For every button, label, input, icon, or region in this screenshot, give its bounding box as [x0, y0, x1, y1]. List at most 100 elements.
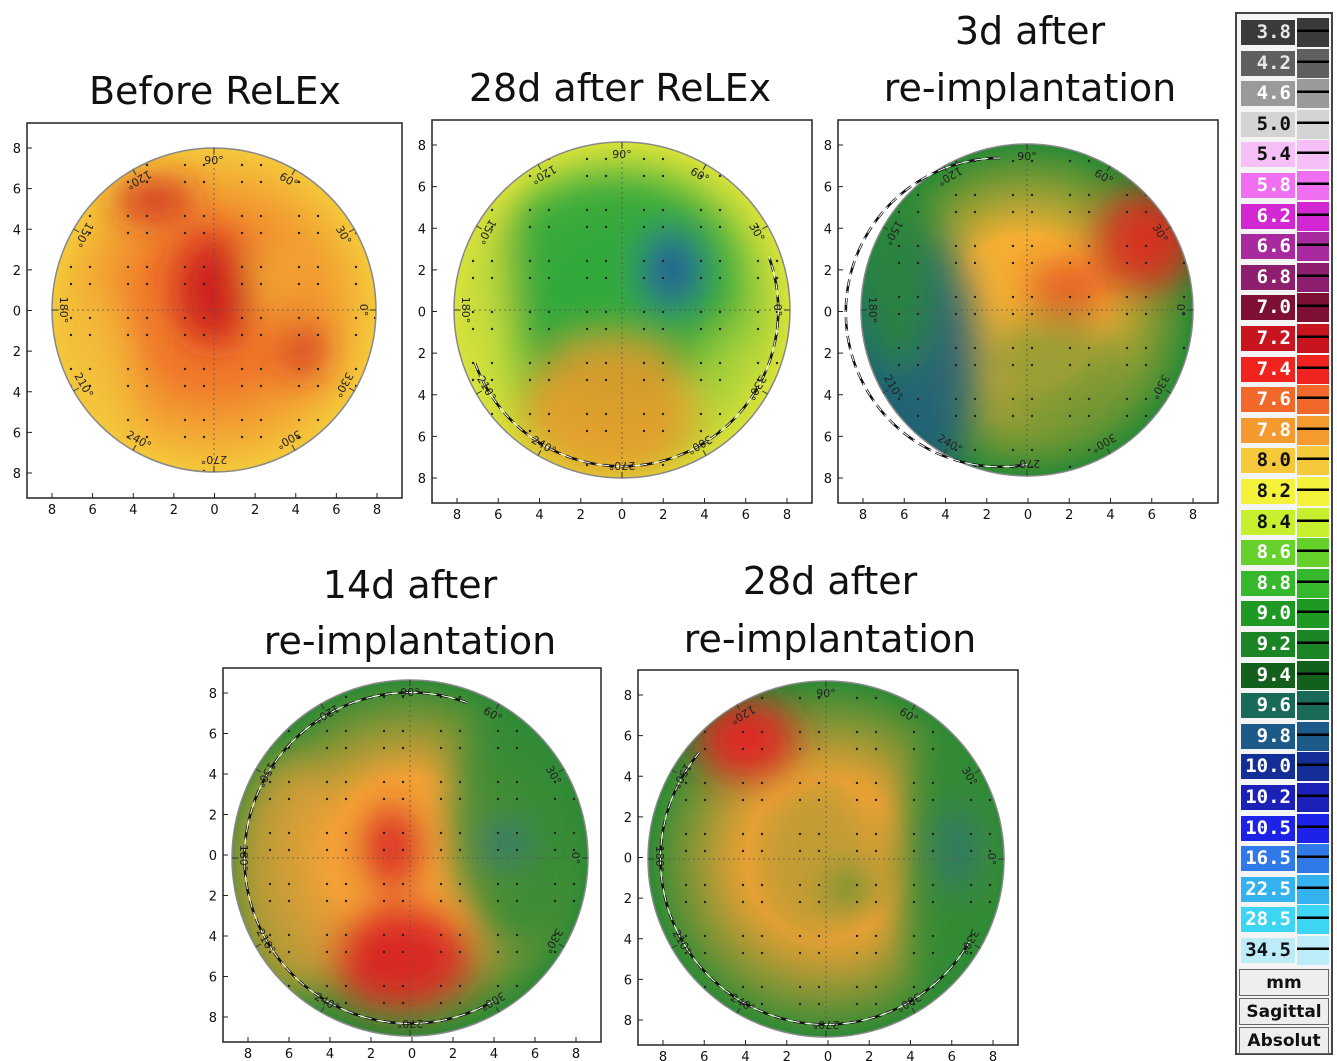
sample-dot: [528, 259, 532, 263]
sample-dot: [1182, 346, 1186, 350]
sample-dot: [916, 295, 920, 299]
sample-dot: [973, 414, 977, 418]
sample-dot: [287, 984, 291, 988]
sample-dot: [642, 327, 646, 331]
polar-tick: [1165, 389, 1172, 394]
sample-dot: [553, 882, 557, 886]
curvature-region: [485, 829, 525, 857]
scale-tick-bar: [1297, 538, 1329, 568]
sample-dot: [718, 412, 722, 416]
polar-angle-label: 0°: [985, 853, 998, 866]
sample-dot: [496, 831, 500, 835]
sample-dot: [855, 985, 859, 989]
scale-tick-bar: [1297, 507, 1329, 537]
sample-dot: [126, 265, 130, 269]
sample-dot: [684, 951, 688, 955]
y-axis-tick-label: 6: [624, 730, 632, 745]
sample-dot: [354, 282, 358, 286]
polar-angle-label: 270°: [397, 1017, 424, 1030]
sample-dot: [760, 900, 764, 904]
sample-dot: [817, 883, 821, 887]
sample-dot: [760, 883, 764, 887]
sample-dot: [661, 327, 665, 331]
sample-dot: [401, 729, 405, 733]
sample-dot: [496, 882, 500, 886]
sample-dot: [344, 831, 348, 835]
sample-dot: [1011, 159, 1015, 163]
curvature-region: [938, 809, 974, 889]
sample-dot: [916, 346, 920, 350]
polar-tick: [255, 943, 262, 948]
scale-swatch-value: 5.4: [1241, 142, 1295, 168]
sample-dot: [458, 746, 462, 750]
curvature-region: [696, 699, 796, 779]
scale-entry: 8.8: [1239, 568, 1329, 598]
x-axis-tick-label: 0: [1024, 508, 1032, 523]
sample-dot: [585, 310, 589, 314]
sample-dot: [973, 346, 977, 350]
sample-dot: [897, 397, 901, 401]
y-axis-tick-label: 4: [418, 389, 426, 404]
sample-dot: [585, 412, 589, 416]
sample-dot: [684, 934, 688, 938]
scale-swatch-value: 8.2: [1241, 479, 1295, 504]
sample-dot: [1030, 244, 1034, 248]
sample-dot: [183, 316, 187, 320]
sample-dot: [931, 832, 935, 836]
polar-tick: [320, 1006, 325, 1013]
x-axis-tick-label: 8: [572, 1047, 580, 1061]
scale-tick-bar: [1297, 18, 1329, 47]
scale-swatch-value: 9.4: [1241, 662, 1295, 688]
polar-angle-label: 90°: [204, 154, 224, 167]
polar-tick: [943, 448, 948, 455]
y-axis-tick-label: 8: [13, 467, 21, 482]
curvature-region: [642, 230, 702, 310]
sample-dot: [528, 310, 532, 314]
polar-angle-label: 180°: [459, 297, 472, 324]
sample-dot: [931, 730, 935, 734]
sample-dot: [88, 333, 92, 337]
sample-dot: [354, 367, 358, 371]
sample-dot: [1125, 414, 1129, 418]
sample-dot: [268, 780, 272, 784]
polar-tick: [132, 169, 137, 176]
y-axis-tick-label: 0: [824, 306, 832, 321]
scale-swatch-value: 34.5: [1241, 938, 1295, 963]
sample-dot: [458, 984, 462, 988]
scale-entry: 9.6: [1239, 691, 1329, 721]
sample-dot: [703, 832, 707, 836]
sample-dot: [897, 244, 901, 248]
scale-entry: 7.6: [1239, 385, 1329, 415]
sample-dot: [547, 429, 551, 433]
sample-dot: [969, 849, 973, 853]
polar-angle-label: 270°: [1014, 457, 1041, 470]
x-axis-tick-label: 6: [88, 503, 96, 518]
sample-dot: [496, 899, 500, 903]
sample-dot: [354, 316, 358, 320]
sample-dot: [145, 163, 149, 167]
sample-dot: [1144, 397, 1148, 401]
sample-dot: [325, 729, 329, 733]
sample-dot: [969, 832, 973, 836]
sample-dot: [1011, 363, 1015, 367]
panel-title-5-line-2: re-implantation: [683, 617, 977, 661]
scale-swatch-value: 4.2: [1241, 50, 1295, 76]
sample-dot: [297, 180, 301, 184]
sample-dot: [496, 950, 500, 954]
polar-tick: [762, 225, 768, 230]
sample-dot: [297, 214, 301, 218]
sample-dot: [661, 429, 665, 433]
curvature-region: [360, 808, 420, 888]
sample-dot: [458, 882, 462, 886]
x-axis-tick-label: 2: [577, 508, 585, 523]
sample-dot: [954, 397, 958, 401]
sample-dot: [515, 746, 519, 750]
sample-dot: [126, 384, 130, 388]
sample-dot: [401, 933, 405, 937]
sample-dot: [969, 951, 973, 955]
sample-dot: [798, 696, 802, 700]
polar-angle-label: 90°: [816, 687, 836, 700]
sample-dot: [259, 435, 263, 439]
scale-entry: 8.2: [1239, 477, 1329, 506]
sample-dot: [798, 832, 802, 836]
